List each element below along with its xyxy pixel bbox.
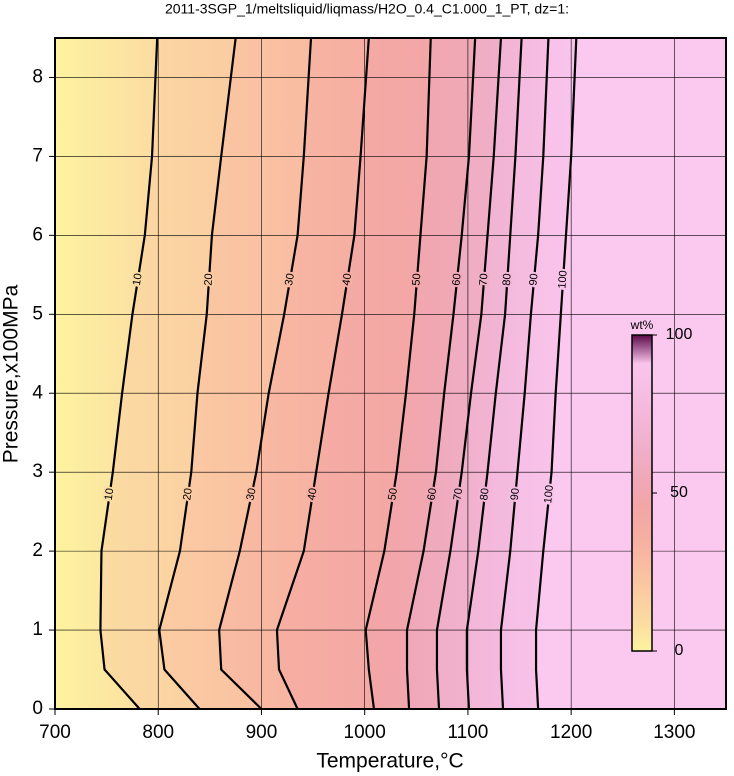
x-tick-label: 1100	[447, 722, 488, 743]
colorbar-label: wt%	[630, 318, 654, 332]
contour-line	[158, 38, 237, 709]
y-tick-label: 5	[32, 303, 43, 324]
contour-label: 10	[103, 487, 117, 501]
colorbar	[631, 334, 653, 652]
contour-band	[55, 38, 158, 709]
contour-label: 60	[450, 273, 463, 286]
contour-label: 90	[527, 273, 540, 286]
y-axis-label: Pressure,x100MPa	[0, 284, 23, 463]
y-tick-label: 3	[32, 461, 43, 482]
contour-line	[99, 38, 159, 709]
contour-band	[407, 38, 501, 709]
contour-line	[435, 38, 503, 709]
colorbar-tick-label: 0	[675, 642, 684, 659]
x-tick-label: 1300	[653, 722, 695, 743]
y-tick-label: 7	[32, 145, 43, 166]
contour-label: 50	[386, 487, 400, 501]
contour-band	[276, 38, 431, 709]
y-tick-label: 2	[32, 540, 43, 561]
contour-line	[275, 38, 370, 709]
plot-area: 1010202030304040505060607070808090901001…	[32, 37, 727, 743]
y-tick-label: 8	[32, 66, 43, 87]
contour-line	[405, 38, 477, 709]
contour-label: 20	[181, 487, 195, 501]
x-axis-label: Temperature,°C	[316, 750, 463, 773]
contour-label: 70	[478, 273, 491, 286]
contour-label: 60	[425, 487, 439, 501]
contour-label: 50	[410, 273, 423, 286]
y-tick-label: 6	[32, 224, 43, 245]
contour-label: 100	[542, 485, 556, 505]
contour-label: 10	[131, 273, 145, 287]
contour-line	[218, 38, 313, 709]
contour-label: 40	[306, 487, 320, 501]
contour-label: 80	[478, 487, 491, 501]
plot-frame	[54, 37, 727, 710]
contour-band	[436, 38, 522, 709]
y-tick-label: 0	[32, 698, 43, 719]
contour-band	[466, 38, 549, 709]
contour-label: 90	[509, 488, 522, 501]
x-tick-label: 1000	[344, 722, 386, 743]
x-tick-label: 900	[246, 722, 278, 743]
contour-band	[159, 38, 312, 709]
x-tick-label: 1200	[550, 722, 592, 743]
y-tick-label: 1	[32, 619, 43, 640]
contour-band	[100, 38, 236, 709]
contour-label: 70	[452, 487, 466, 501]
contour-label: 100	[556, 270, 569, 289]
contour-label: 30	[244, 487, 258, 501]
contour-line	[499, 38, 550, 709]
contour-label: 20	[203, 273, 216, 286]
x-tick-label: 700	[39, 722, 71, 743]
chart-title: 2011-3SGP_1/meltsliquid/liqmass/H2O_0.4_…	[165, 1, 569, 17]
y-tick-label: 4	[32, 382, 43, 403]
x-tick-label: 800	[142, 722, 174, 743]
contour-band	[365, 38, 476, 709]
contour-label: 80	[501, 273, 514, 286]
contour-line	[364, 38, 432, 709]
contour-label: 30	[283, 273, 297, 287]
contour-band	[219, 38, 369, 709]
contour-label: 40	[340, 273, 354, 287]
contour-line	[465, 38, 523, 709]
contour-band	[500, 38, 577, 709]
colorbar-tick-label: 100	[666, 326, 693, 343]
colorbar-tick-label: 50	[670, 484, 688, 501]
contour-line	[534, 38, 578, 709]
